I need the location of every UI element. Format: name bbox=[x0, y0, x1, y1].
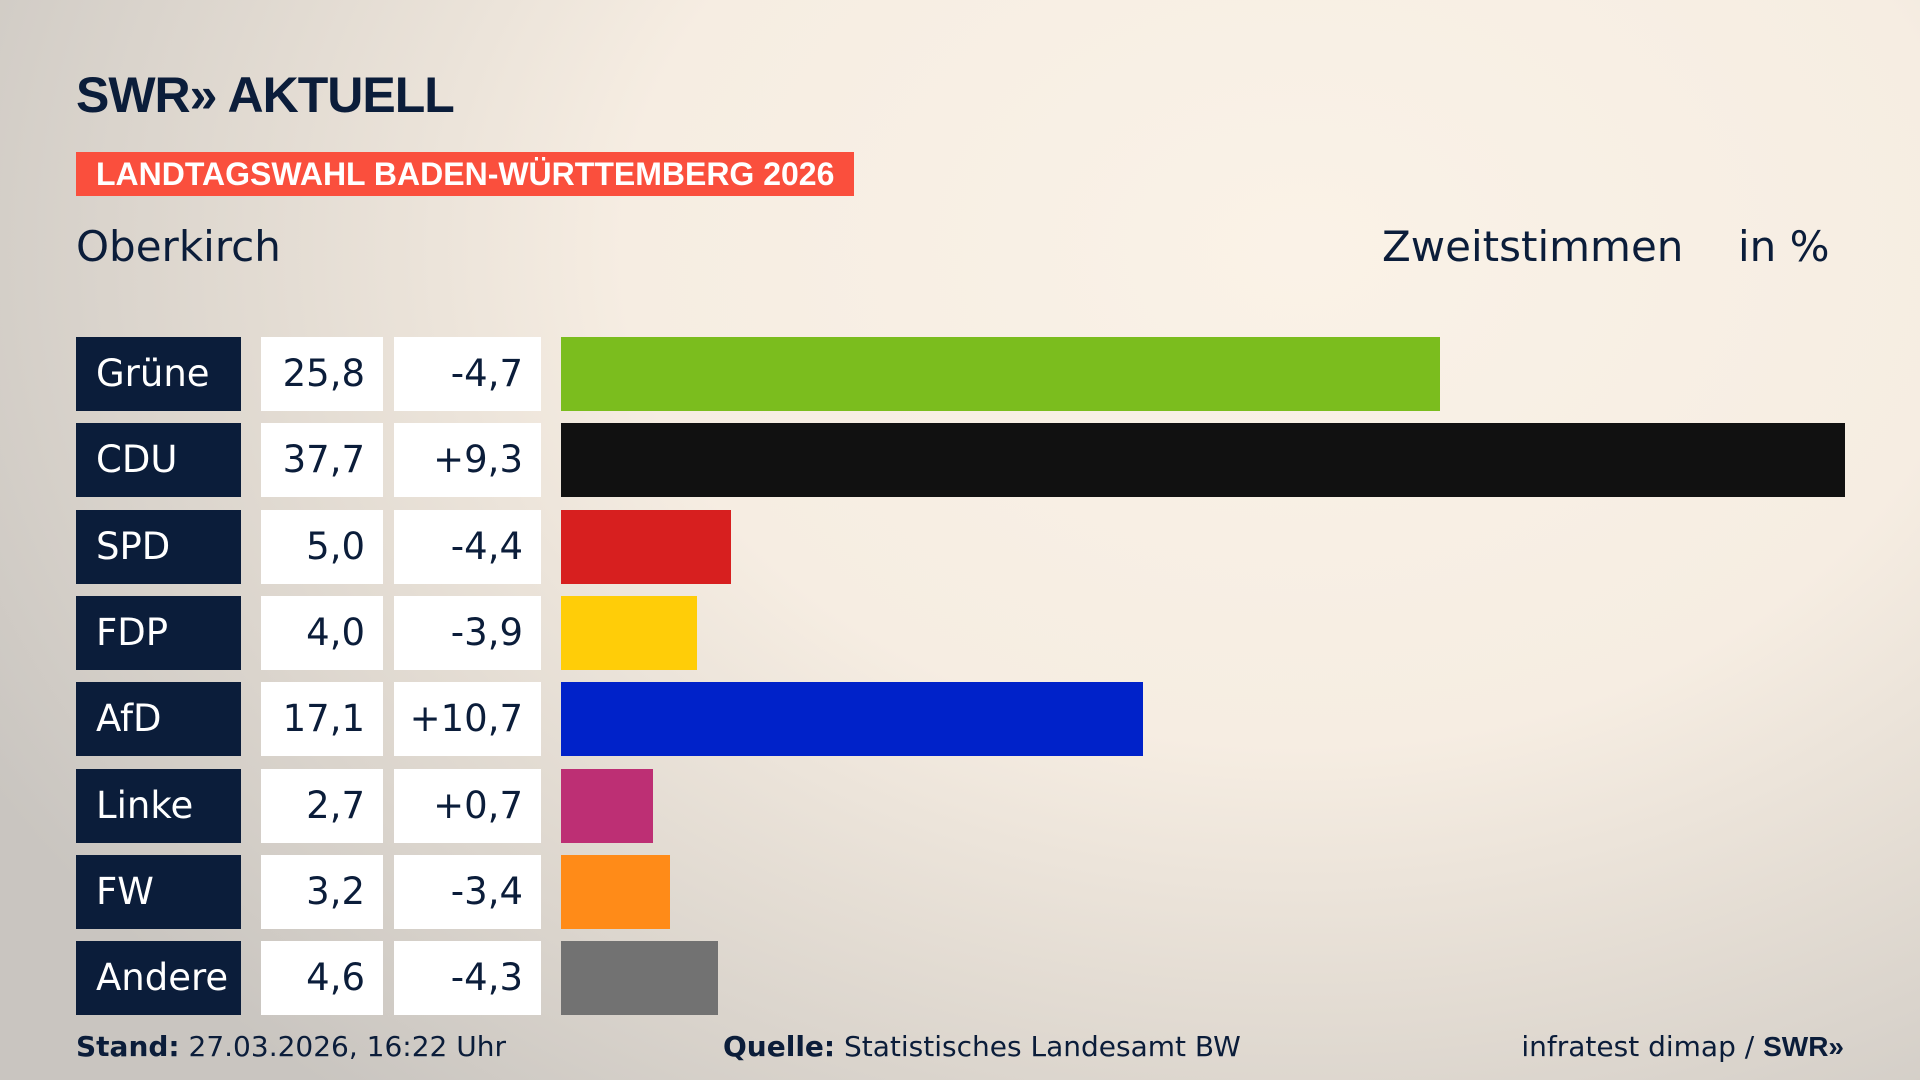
party-label: CDU bbox=[76, 423, 241, 498]
diff-label: -3,4 bbox=[394, 854, 541, 929]
party-label: FDP bbox=[76, 595, 241, 670]
election-banner: LANDTAGSWAHL BADEN-WÜRTTEMBERG 2026 bbox=[76, 152, 855, 196]
bar bbox=[561, 337, 1440, 411]
party-label: AfD bbox=[76, 682, 241, 757]
diff-label: +9,3 bbox=[394, 423, 541, 498]
stand-value: 27.03.2026, 16:22 Uhr bbox=[188, 1030, 506, 1063]
party-label: Grüne bbox=[76, 337, 241, 411]
value-label: 5,0 bbox=[261, 509, 383, 584]
value-label: 2,7 bbox=[261, 768, 383, 843]
value-label: 4,6 bbox=[261, 941, 383, 1016]
value-label: 17,1 bbox=[261, 682, 383, 757]
diff-label: +0,7 bbox=[394, 768, 541, 843]
bar bbox=[561, 941, 718, 1016]
source-label: Quelle: bbox=[723, 1030, 836, 1063]
swr-logo: SWR» bbox=[1763, 1031, 1844, 1062]
value-label: 37,7 bbox=[261, 423, 383, 498]
diff-label: -4,7 bbox=[394, 337, 541, 411]
value-label: 25,8 bbox=[261, 337, 383, 411]
credit-text: infratest dimap / bbox=[1521, 1030, 1764, 1063]
source: Quelle: Statistisches Landesamt BW bbox=[723, 1030, 1241, 1063]
vote-type-label: Zweitstimmen bbox=[1382, 222, 1684, 271]
bar bbox=[561, 509, 732, 584]
value-label: 3,2 bbox=[261, 854, 383, 929]
constituency-title: Oberkirch bbox=[76, 222, 281, 271]
credit: infratest dimap / SWR» bbox=[1521, 1030, 1844, 1063]
bar bbox=[561, 595, 698, 670]
timestamp: Stand: 27.03.2026, 16:22 Uhr bbox=[76, 1030, 506, 1063]
bar bbox=[561, 854, 670, 929]
diff-label: -4,3 bbox=[394, 941, 541, 1016]
bar bbox=[561, 768, 653, 843]
unit-label: in % bbox=[1738, 222, 1830, 271]
diff-label: -4,4 bbox=[394, 509, 541, 584]
swr-aktuell-logo: SWR» AKTUELL bbox=[76, 67, 455, 123]
stand-label: Stand: bbox=[76, 1030, 180, 1063]
party-label: Linke bbox=[76, 768, 241, 843]
party-label: FW bbox=[76, 854, 241, 929]
party-label: SPD bbox=[76, 509, 241, 584]
diff-label: -3,9 bbox=[394, 595, 541, 670]
bar bbox=[561, 682, 1144, 757]
party-label: Andere bbox=[76, 941, 241, 1016]
bar bbox=[561, 423, 1845, 498]
diff-label: +10,7 bbox=[394, 682, 541, 757]
source-value: Statistisches Landesamt BW bbox=[844, 1030, 1241, 1063]
value-label: 4,0 bbox=[261, 595, 383, 670]
